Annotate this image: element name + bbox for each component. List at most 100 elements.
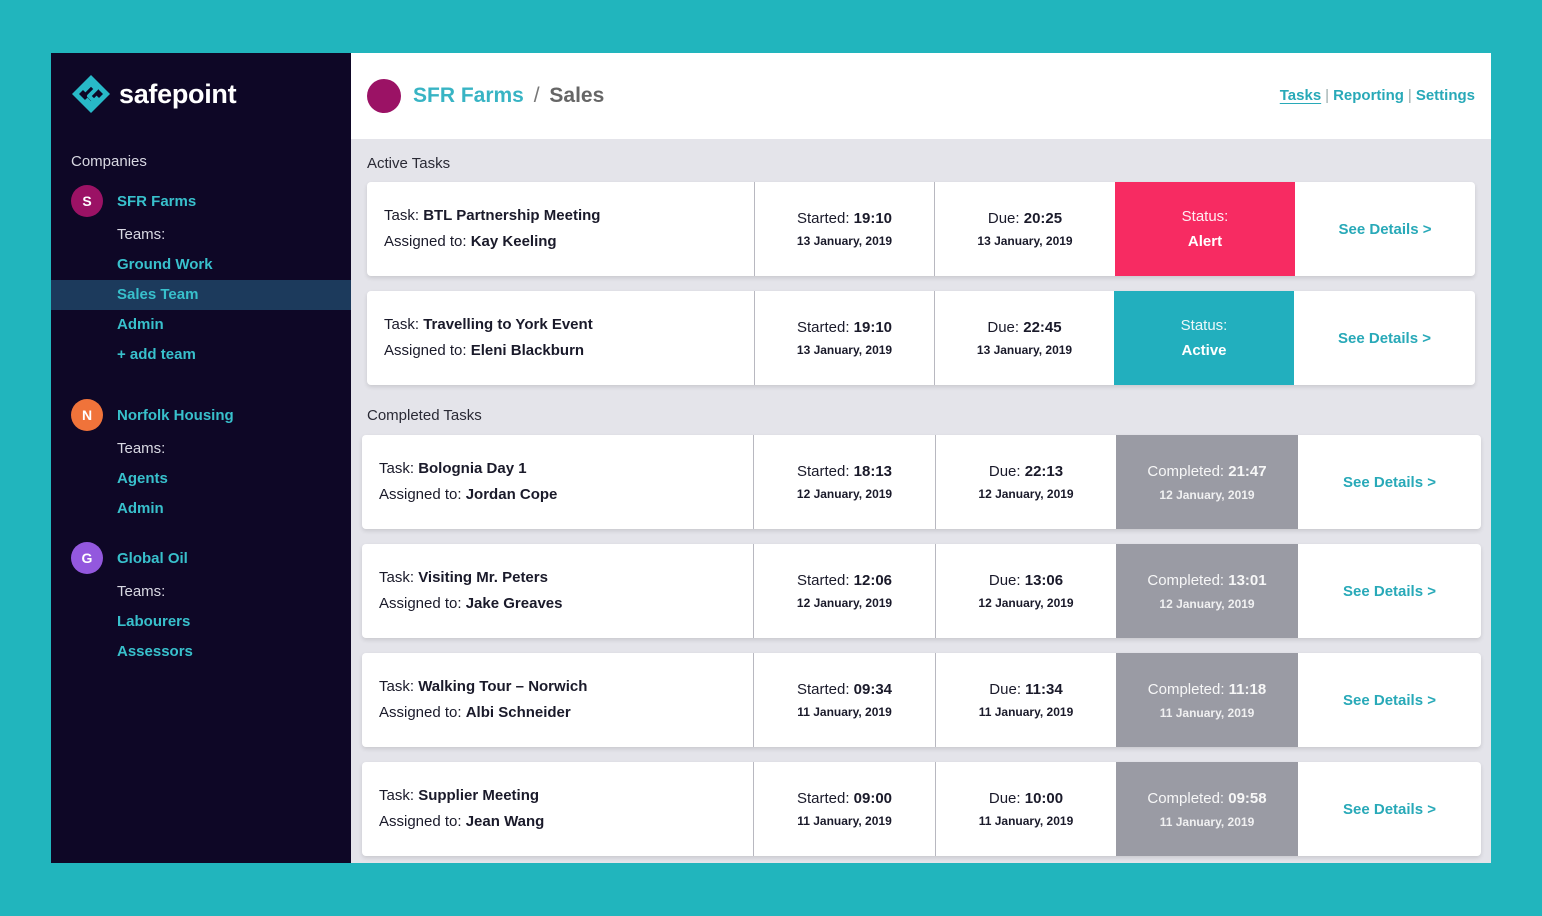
started-cell: Started: 09:34 11 January, 2019: [754, 653, 936, 747]
company-header[interactable]: N Norfolk Housing: [51, 398, 351, 432]
task-name: Supplier Meeting: [418, 787, 540, 804]
assignee-name: Jake Greaves: [465, 595, 563, 612]
started-time: 19:10: [853, 210, 893, 227]
company-header[interactable]: S SFR Farms: [51, 184, 351, 218]
completed-badge: Completed: 21:47 12 January, 2019: [1116, 435, 1298, 529]
see-details-link[interactable]: See Details >: [1343, 691, 1436, 709]
company-header[interactable]: G Global Oil: [51, 541, 351, 575]
status-label: Status:: [1180, 317, 1228, 334]
nav-reporting[interactable]: Reporting: [1333, 87, 1404, 104]
breadcrumb-team: Sales: [549, 84, 605, 107]
completed-date: 12 January, 2019: [1159, 487, 1255, 502]
completed-badge: Completed: 13:01 12 January, 2019: [1116, 544, 1298, 638]
completed-date: 11 January, 2019: [1159, 814, 1255, 829]
due-label: Due:: [989, 681, 1026, 698]
teams-label: Teams:: [117, 583, 166, 600]
task-name: Visiting Mr. Peters: [418, 569, 548, 586]
see-details-link[interactable]: See Details >: [1343, 473, 1436, 491]
see-details-link[interactable]: See Details >: [1338, 220, 1432, 238]
completed-badge: Completed: 09:58 11 January, 2019: [1116, 762, 1298, 856]
assigned-label: Assigned to:: [384, 233, 471, 250]
task-label: Task:: [379, 787, 419, 804]
assignee-name: Kay Keeling: [470, 233, 557, 250]
top-nav: Tasks | Reporting | Settings: [1280, 87, 1475, 104]
due-label: Due:: [988, 463, 1025, 480]
add-team-link[interactable]: + add team: [117, 346, 196, 363]
status-label: Status:: [1181, 208, 1229, 225]
brand-name: safepoint: [119, 78, 237, 109]
started-time: 09:00: [853, 790, 893, 807]
assigned-label: Assigned to:: [379, 595, 466, 612]
status-badge-alert: Status: Alert: [1115, 182, 1295, 276]
completed-task-card: Task: Supplier Meeting Assigned to: Jean…: [362, 762, 1481, 856]
status-value: Alert: [1187, 233, 1223, 250]
company-name: SFR Farms: [117, 192, 197, 210]
started-label: Started:: [796, 790, 854, 807]
started-cell: Started: 18:13 12 January, 2019: [754, 435, 936, 529]
team-agents[interactable]: Agents: [117, 470, 168, 487]
nav-tasks[interactable]: Tasks: [1279, 87, 1322, 104]
task-info: Task: Walking Tour – Norwich Assigned to…: [362, 653, 754, 747]
completed-time: 13:01: [1228, 571, 1267, 589]
started-time: 09:34: [853, 681, 893, 698]
app-window: safepoint Companies S SFR Farms Teams: G…: [51, 53, 1491, 863]
assigned-label: Assigned to:: [384, 342, 471, 359]
brand-logo[interactable]: safepoint: [71, 73, 237, 115]
completed-date: 12 January, 2019: [1159, 596, 1255, 611]
task-label: Task:: [384, 316, 424, 333]
team-sales-team[interactable]: Sales Team: [51, 280, 351, 310]
nav-settings[interactable]: Settings: [1415, 87, 1475, 104]
started-cell: Started: 12:06 12 January, 2019: [754, 544, 936, 638]
companies-label: Companies: [71, 153, 147, 170]
due-cell: Due: 22:13 12 January, 2019: [936, 435, 1116, 529]
task-name: BTL Partnership Meeting: [423, 207, 601, 224]
started-label: Started:: [796, 463, 854, 480]
see-details-link[interactable]: See Details >: [1338, 329, 1431, 347]
breadcrumb-company[interactable]: SFR Farms: [413, 84, 524, 107]
team-admin[interactable]: Admin: [117, 316, 164, 333]
completed-tasks-heading: Completed Tasks: [367, 407, 482, 424]
header-bar: SFR Farms / Sales Tasks | Reporting | Se…: [351, 53, 1491, 139]
started-label: Started:: [796, 681, 854, 698]
teams-label: Teams:: [117, 440, 166, 457]
completed-time: 09:58: [1228, 789, 1267, 807]
started-time: 18:13: [853, 463, 893, 480]
started-date: 13 January, 2019: [796, 234, 893, 248]
breadcrumb: SFR Farms / Sales: [413, 84, 604, 108]
task-name: Travelling to York Event: [423, 316, 593, 333]
team-admin[interactable]: Admin: [117, 500, 164, 517]
completed-label: Completed:: [1147, 571, 1229, 589]
due-cell: Due: 11:34 11 January, 2019: [936, 653, 1116, 747]
company-color-dot: [367, 79, 401, 113]
due-cell: Due: 13:06 12 January, 2019: [936, 544, 1116, 638]
company-avatar: G: [71, 542, 103, 574]
task-info: Task: Visiting Mr. Peters Assigned to: J…: [362, 544, 754, 638]
started-label: Started:: [796, 319, 854, 336]
team-labourers[interactable]: Labourers: [117, 613, 191, 630]
breadcrumb-separator: /: [533, 84, 540, 107]
assigned-label: Assigned to:: [379, 704, 466, 721]
due-time: 11:34: [1025, 681, 1063, 698]
company-norfolk-housing: N Norfolk Housing Teams: Agents Admin: [51, 398, 351, 524]
started-label: Started:: [796, 572, 854, 589]
company-avatar: S: [71, 185, 103, 217]
see-details-link[interactable]: See Details >: [1343, 582, 1436, 600]
completed-task-card: Task: Walking Tour – Norwich Assigned to…: [362, 653, 1481, 747]
due-date: 11 January, 2019: [978, 705, 1074, 719]
due-cell: Due: 10:00 11 January, 2019: [936, 762, 1116, 856]
company-name: Global Oil: [117, 549, 188, 567]
status-value: Active: [1181, 342, 1227, 359]
task-info: Task: Supplier Meeting Assigned to: Jean…: [362, 762, 754, 856]
company-sfr-farms: S SFR Farms Teams: Ground Work Sales Tea…: [51, 184, 351, 370]
completed-badge: Completed: 11:18 11 January, 2019: [1116, 653, 1298, 747]
company-global-oil: G Global Oil Teams: Labourers Assessors: [51, 541, 351, 667]
completed-date: 11 January, 2019: [1159, 705, 1255, 720]
team-assessors[interactable]: Assessors: [117, 643, 193, 660]
started-cell: Started: 19:10 13 January, 2019: [755, 291, 935, 385]
team-ground-work[interactable]: Ground Work: [117, 256, 213, 273]
task-name: Bolognia Day 1: [418, 460, 527, 477]
task-label: Task:: [379, 460, 419, 477]
see-details-link[interactable]: See Details >: [1343, 800, 1436, 818]
assignee-name: Albi Schneider: [465, 704, 571, 721]
assignee-name: Jordan Cope: [465, 486, 558, 503]
